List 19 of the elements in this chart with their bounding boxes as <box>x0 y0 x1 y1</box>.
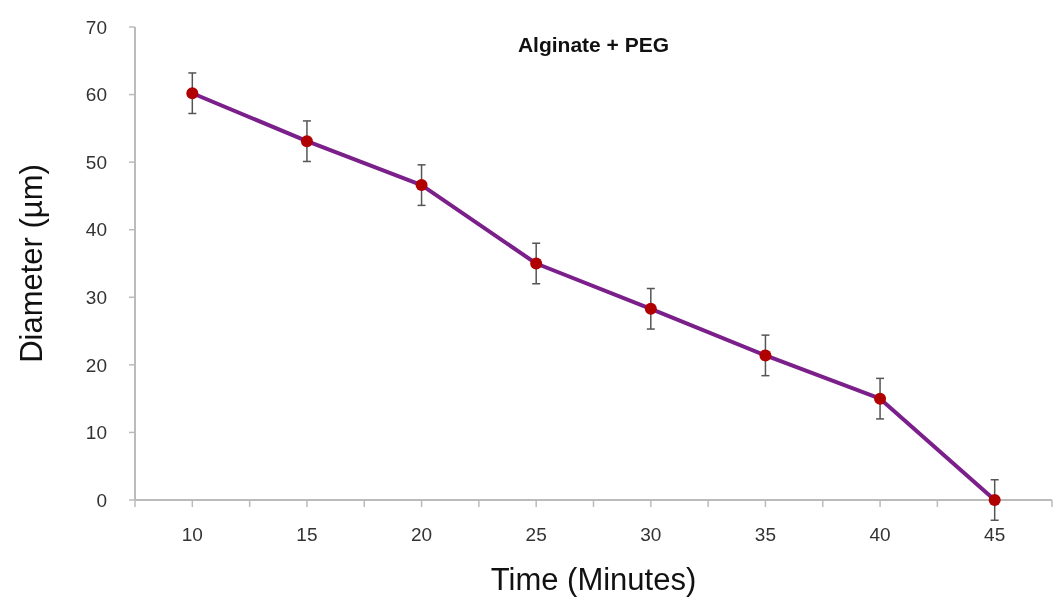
x-tick-label: 30 <box>640 524 662 545</box>
y-tick-label: 10 <box>85 422 107 444</box>
x-tick-label: 25 <box>525 524 547 545</box>
y-tick-label: 40 <box>85 219 107 241</box>
y-tick-label: 70 <box>85 16 107 38</box>
x-tick-label: 15 <box>296 524 318 545</box>
y-tick-label: 20 <box>85 354 107 376</box>
x-tick-label: 40 <box>869 524 891 545</box>
x-axis-title: Time (Minutes) <box>490 562 697 597</box>
y-tick-label: 0 <box>96 489 107 511</box>
x-tick-label: 20 <box>410 524 433 545</box>
x-tick-label: 45 <box>984 524 1006 545</box>
y-tick-label: 30 <box>85 286 107 308</box>
y-tick-label: 50 <box>85 151 107 173</box>
y-tick-label: 60 <box>85 84 107 106</box>
y-axis-title: Diameter (µm) <box>14 164 49 363</box>
x-tick-label: 35 <box>754 524 777 545</box>
chart-title: Alginate + PEG <box>517 33 670 56</box>
x-tick-label: 10 <box>181 524 203 545</box>
